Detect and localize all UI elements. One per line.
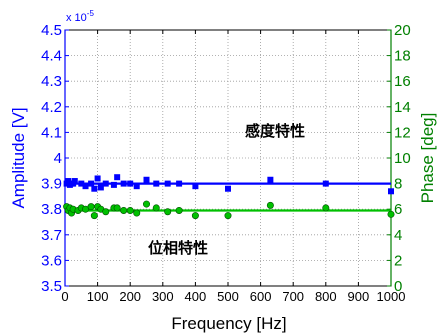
series-layer bbox=[63, 174, 395, 220]
series-0-point bbox=[97, 184, 104, 191]
series-0-point bbox=[153, 180, 160, 187]
y-axis-label-right: Phase [deg] bbox=[418, 113, 437, 204]
y-left-tick-label: 4.4 bbox=[41, 48, 62, 65]
x-tick-label: 200 bbox=[119, 289, 141, 304]
series-0-point bbox=[65, 178, 72, 185]
x-tick-label: 600 bbox=[250, 289, 272, 304]
series-0-point bbox=[225, 185, 231, 192]
series-1-point bbox=[126, 206, 134, 214]
y-left-tick-label: 3.9 bbox=[41, 176, 62, 193]
series-0-point bbox=[388, 188, 394, 195]
series-1-point bbox=[322, 204, 330, 212]
series-0-point bbox=[127, 180, 134, 187]
series-1-point bbox=[191, 212, 199, 220]
series-0-point bbox=[114, 174, 121, 181]
series-0-point bbox=[143, 176, 150, 183]
y-left-tick-label: 3.8 bbox=[41, 201, 62, 218]
y-left-tick-label: 3.5 bbox=[41, 278, 62, 295]
x-tick-label: 700 bbox=[282, 289, 304, 304]
y-left-tick-label: 3.7 bbox=[41, 227, 62, 244]
series-1-point bbox=[152, 204, 160, 212]
series-0-point bbox=[78, 180, 85, 187]
y-right-tick-label: 4 bbox=[394, 227, 402, 244]
y-right-tick-label: 10 bbox=[394, 150, 411, 167]
series-1-point bbox=[113, 204, 121, 212]
series-0-point bbox=[82, 183, 89, 190]
exponent-label: x 10-5 bbox=[66, 9, 94, 24]
annotation-phase: 位相特性 bbox=[148, 239, 208, 257]
y-right-tick-label: 6 bbox=[394, 201, 402, 218]
series-1-point bbox=[224, 212, 232, 220]
series-1-point bbox=[102, 208, 110, 216]
y-left-tick-label: 4 bbox=[54, 150, 62, 167]
series-0-point bbox=[322, 180, 329, 187]
x-tick-label: 0 bbox=[61, 289, 68, 304]
y-left-tick-label: 3.6 bbox=[41, 252, 62, 269]
series-0-point bbox=[94, 175, 101, 182]
y-left-tick-label: 4.1 bbox=[41, 124, 62, 141]
y-right-tick-label: 18 bbox=[394, 48, 411, 65]
x-axis-label: Frequency [Hz] bbox=[171, 314, 286, 333]
x-tick-label: 900 bbox=[348, 289, 370, 304]
series-0-point bbox=[133, 183, 140, 190]
series-0-point bbox=[71, 178, 78, 185]
y-right-tick-label: 12 bbox=[394, 124, 411, 141]
series-0-point bbox=[120, 180, 127, 187]
y-axis-label-left: Amplitude [V] bbox=[9, 107, 28, 208]
series-1-point bbox=[90, 212, 98, 220]
x-tick-label: 400 bbox=[185, 289, 207, 304]
series-0-point bbox=[192, 183, 199, 190]
series-1-point bbox=[266, 201, 274, 209]
y-right-tick-label: 20 bbox=[394, 22, 411, 39]
x-tick-label: 300 bbox=[152, 289, 174, 304]
series-0-point bbox=[102, 180, 109, 187]
y-right-tick-label: 0 bbox=[394, 278, 402, 295]
y-right-tick-label: 2 bbox=[394, 252, 402, 269]
series-0-point bbox=[176, 180, 183, 187]
x-tick-label: 100 bbox=[87, 289, 109, 304]
annotation-sensitivity: 感度特性 bbox=[245, 122, 305, 140]
y-right-tick-label: 14 bbox=[394, 99, 411, 116]
y-left-tick-label: 4.2 bbox=[41, 99, 62, 116]
series-0-point bbox=[91, 185, 98, 192]
x-tick-label: 500 bbox=[217, 289, 239, 304]
y-left-tick-label: 4.5 bbox=[41, 22, 62, 39]
series-0-point bbox=[267, 176, 274, 183]
ticks: 0 100 200 300 400 500 600 700 800 900 10003.53.63.… bbox=[41, 22, 411, 304]
series-1-point bbox=[175, 206, 183, 214]
y-right-tick-label: 16 bbox=[394, 73, 411, 90]
series-1-point bbox=[133, 209, 141, 217]
y-right-tick-label: 8 bbox=[394, 176, 402, 193]
series-1-point bbox=[143, 200, 151, 208]
grid bbox=[65, 30, 391, 286]
series-1-point bbox=[120, 206, 128, 214]
series-0-point bbox=[88, 180, 95, 187]
series-1-point bbox=[164, 208, 172, 216]
series-1-point bbox=[387, 210, 395, 218]
series-0-point bbox=[110, 181, 117, 188]
x-tick-label: 1000 bbox=[377, 289, 406, 304]
series-0-point bbox=[164, 180, 171, 187]
x-tick-label: 800 bbox=[315, 289, 337, 304]
series-1-point bbox=[87, 203, 95, 211]
y-left-tick-label: 4.3 bbox=[41, 73, 62, 90]
